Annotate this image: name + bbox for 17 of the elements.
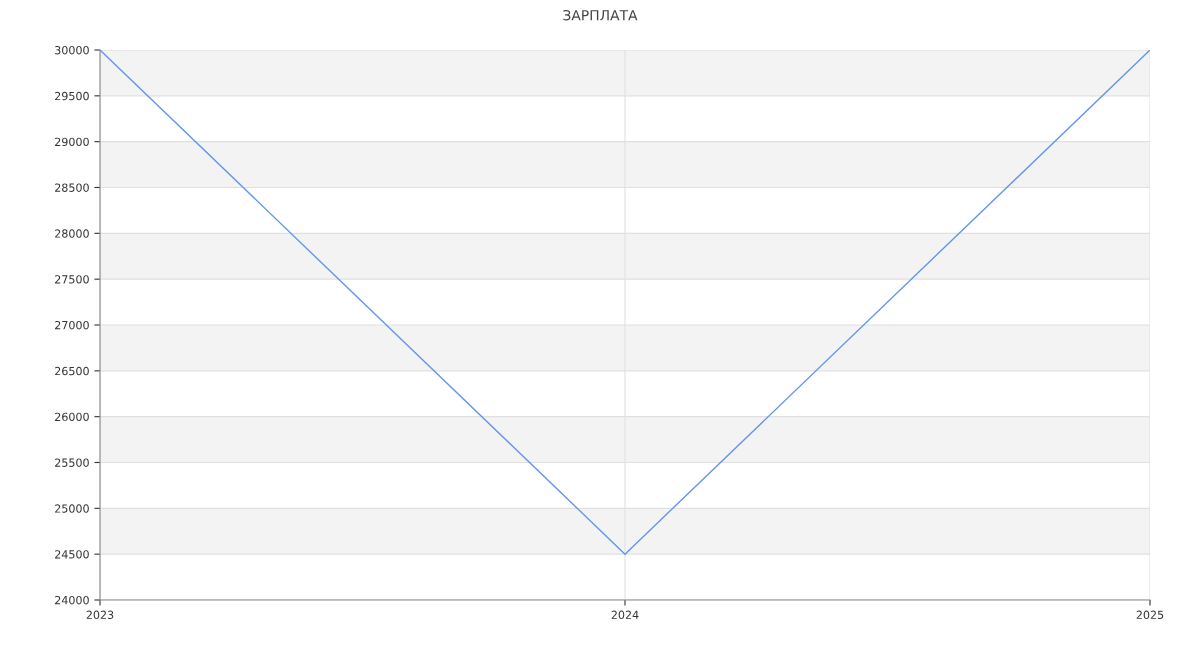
y-tick-label: 29500 <box>55 91 89 101</box>
y-tick-label: 28000 <box>55 229 89 238</box>
chart-title: ЗАРПЛАТА <box>563 10 638 21</box>
x-tick-label: 2023 <box>86 610 114 620</box>
y-tick-label: 27000 <box>55 320 89 330</box>
y-tick-label: 27500 <box>55 275 89 284</box>
x-tick-label: 2025 <box>1136 610 1164 620</box>
y-tick-label: 25500 <box>55 458 89 467</box>
y-tick-label: 29000 <box>55 137 89 147</box>
y-tick-label: 26500 <box>55 366 89 376</box>
y-tick-label: 25000 <box>55 504 89 513</box>
y-tick-label: 24000 <box>55 595 89 605</box>
y-tick-label: 24500 <box>55 550 89 559</box>
y-tick-label: 30000 <box>55 45 89 55</box>
y-tick-label: 26000 <box>55 412 89 422</box>
x-tick-label: 2024 <box>611 610 639 620</box>
y-tick-label: 28500 <box>55 183 89 192</box>
